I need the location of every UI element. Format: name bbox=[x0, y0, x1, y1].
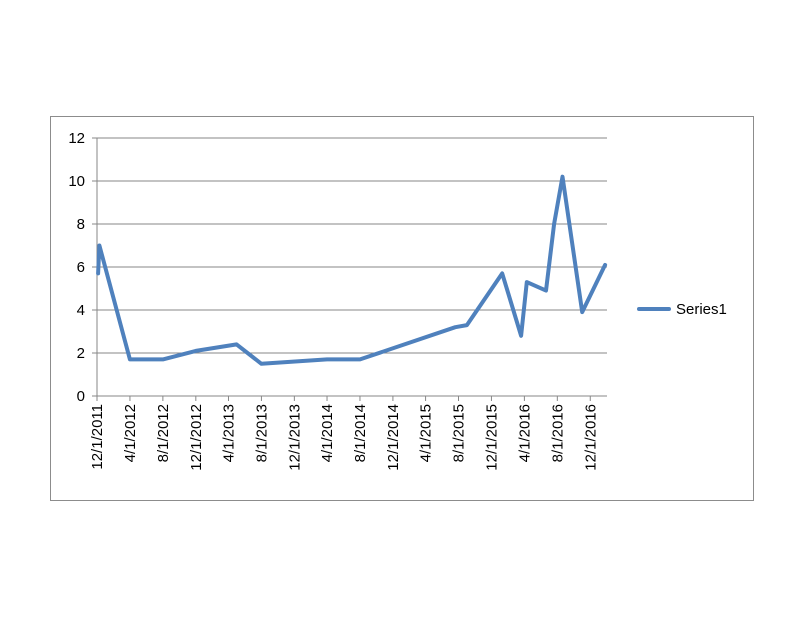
x-tick-label: 12/1/2013 bbox=[286, 404, 303, 471]
axes bbox=[92, 137, 607, 401]
y-tick-label: 12 bbox=[68, 130, 85, 147]
x-tick-label: 8/1/2016 bbox=[549, 404, 566, 462]
x-tick-label: 8/1/2014 bbox=[352, 404, 369, 462]
y-tick-label: 6 bbox=[77, 259, 85, 276]
x-tick-label: 4/1/2016 bbox=[516, 404, 533, 462]
x-tick-label: 8/1/2015 bbox=[451, 404, 468, 462]
series-layer bbox=[96, 174, 608, 366]
x-tick-label: 8/1/2012 bbox=[155, 404, 172, 462]
x-tick-label: 12/1/2015 bbox=[483, 404, 500, 471]
x-tick-label: 4/1/2015 bbox=[418, 404, 435, 462]
x-tick-labels: 12/1/2011 4/1/2012 8/1/2012 12/1/2012 4/1/20… bbox=[89, 404, 599, 471]
series-line bbox=[96, 174, 608, 366]
legend-label: Series1 bbox=[676, 300, 727, 318]
x-tick-label: 8/1/2013 bbox=[253, 404, 270, 462]
gridlines bbox=[97, 137, 607, 354]
x-tick-label: 12/1/2012 bbox=[188, 404, 205, 471]
x-tick-label: 4/1/2013 bbox=[220, 404, 237, 462]
y-tick-label: 10 bbox=[68, 173, 85, 190]
x-tick-label: 12/1/2014 bbox=[385, 404, 402, 471]
legend-swatch bbox=[637, 307, 671, 311]
y-tick-label: 0 bbox=[77, 388, 85, 405]
y-tick-label: 2 bbox=[77, 345, 85, 362]
chart-area bbox=[50, 116, 754, 501]
y-tick-labels: 0 2 4 6 8 10 12 bbox=[68, 130, 85, 405]
x-tick-label: 12/1/2016 bbox=[582, 404, 599, 471]
legend: Series1 bbox=[637, 299, 727, 319]
y-tick-label: 4 bbox=[77, 302, 85, 319]
x-tick-label: 4/1/2012 bbox=[122, 404, 139, 462]
y-tick-label: 8 bbox=[77, 216, 85, 233]
x-tick-label: 12/1/2011 bbox=[89, 404, 106, 470]
x-tick-label: 4/1/2014 bbox=[319, 404, 336, 462]
